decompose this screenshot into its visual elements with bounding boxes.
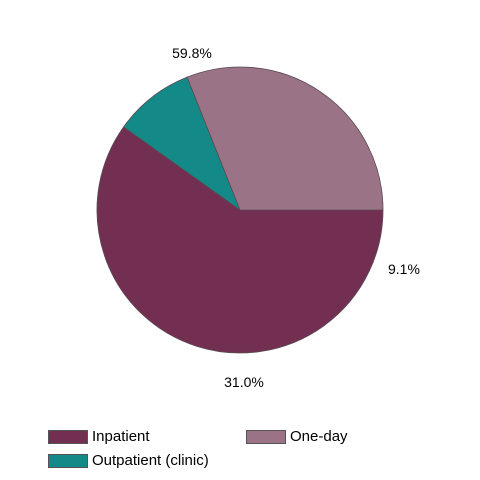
pie-data-label-inpatient: 59.8% xyxy=(172,45,212,61)
pie-data-label-one-day: 31.0% xyxy=(224,374,264,390)
legend-item-inpatient: Inpatient xyxy=(48,428,150,445)
legend-label-one-day: One-day xyxy=(290,428,348,445)
legend-swatch-outpatient-clinic xyxy=(48,453,88,468)
legend-label-inpatient: Inpatient xyxy=(92,428,150,445)
pie-data-label-outpatient-clinic: 9.1% xyxy=(388,261,420,277)
legend-swatch-one-day xyxy=(246,429,286,444)
pie-slice-inpatient xyxy=(96,126,384,354)
pie-slices xyxy=(96,66,384,354)
pie-labels: 59.8% 9.1% 31.0% xyxy=(172,45,420,390)
pie-slice-outpatient-clinic xyxy=(123,76,241,212)
pie-slice-one-day xyxy=(186,66,384,211)
legend-label-outpatient-clinic: Outpatient (clinic) xyxy=(92,452,209,469)
legend-item-outpatient-clinic: Outpatient (clinic) xyxy=(48,452,209,469)
legend-swatch-inpatient xyxy=(48,429,88,444)
legend: Inpatient One-day Outpatient (clinic) xyxy=(48,428,468,472)
legend-item-one-day: One-day xyxy=(246,428,348,445)
